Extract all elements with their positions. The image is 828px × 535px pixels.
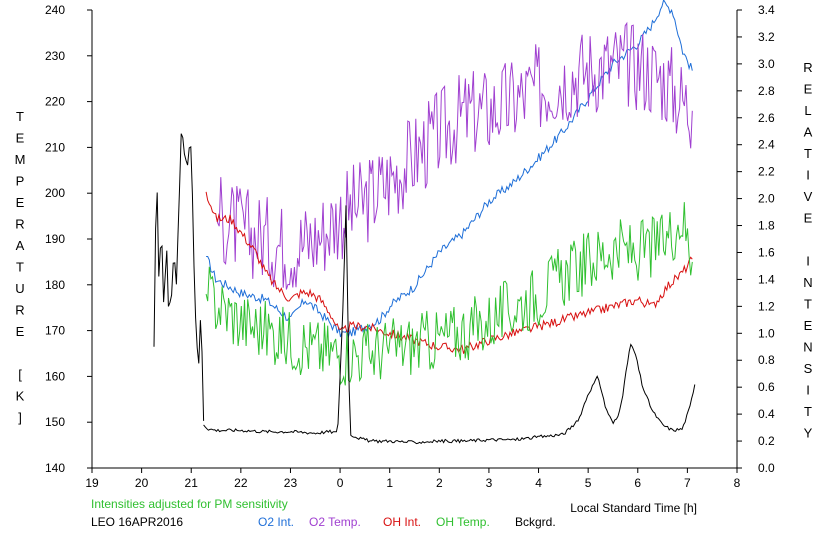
axis-label-letter: ] xyxy=(18,410,22,425)
x-tick-label: 1 xyxy=(386,476,393,490)
axis-label-letter: E xyxy=(804,211,813,226)
legend-o2-int: O2 Int. xyxy=(258,515,294,529)
axis-label-letter: T xyxy=(804,404,812,419)
right-tick-label: 2.0 xyxy=(758,192,775,206)
x-axis-ticks: 19 20 21 22 23 0 1 2 3 4 5 6 7 8 xyxy=(85,468,741,490)
series-o2-int xyxy=(206,0,693,339)
left-tick-label: 200 xyxy=(45,186,65,200)
x-tick-label: 4 xyxy=(535,476,542,490)
right-tick-label: 2.2 xyxy=(758,165,775,179)
axis-label-letter: Y xyxy=(804,426,813,441)
right-tick-label: 1.4 xyxy=(758,272,775,286)
legend-bckgrd: Bckgrd. xyxy=(515,515,556,529)
x-tick-label: 7 xyxy=(684,476,691,490)
axis-label-letter: S xyxy=(804,361,813,376)
x-tick-label: 20 xyxy=(135,476,149,490)
x-tick-label: 22 xyxy=(234,476,248,490)
axis-label-letter: R xyxy=(803,60,812,75)
left-tick-label: 220 xyxy=(45,95,65,109)
x-tick-label: 19 xyxy=(85,476,99,490)
series-bckgrd xyxy=(203,205,696,445)
series-oh-temp xyxy=(205,202,693,386)
right-tick-label: 0.8 xyxy=(758,353,775,367)
station-date-label: LEO 16APR2016 xyxy=(91,515,183,529)
left-tick-label: 190 xyxy=(45,232,65,246)
left-tick-label: 170 xyxy=(45,324,65,338)
right-tick-label: 0.2 xyxy=(758,434,775,448)
x-tick-label: 0 xyxy=(337,476,344,490)
left-axis-ticks: 140 150 160 170 180 190 200 210 220 230 240 xyxy=(45,3,92,475)
axis-label-letter: E xyxy=(16,131,25,146)
pm-sensitivity-note: Intensities adjusted for PM sensitivity xyxy=(91,497,288,511)
left-tick-label: 240 xyxy=(45,3,65,17)
x-axis-label: Local Standard Time [h] xyxy=(570,501,697,515)
right-tick-label: 1.8 xyxy=(758,219,775,233)
axis-label-letter: A xyxy=(16,238,25,253)
right-tick-label: 0.6 xyxy=(758,380,775,394)
axis-label-letter: N xyxy=(803,340,812,355)
right-tick-label: 0.4 xyxy=(758,407,775,421)
left-tick-label: 180 xyxy=(45,278,65,292)
right-tick-label: 3.4 xyxy=(758,3,775,17)
right-tick-label: 1.2 xyxy=(758,299,775,313)
axis-label-letter: M xyxy=(15,152,26,167)
x-tick-label: 2 xyxy=(436,476,443,490)
axis-label-letter: U xyxy=(15,281,24,296)
right-tick-label: 3.2 xyxy=(758,30,775,44)
axis-label-letter: R xyxy=(15,303,24,318)
axis-label-letter: I xyxy=(806,168,810,183)
right-tick-label: 1.0 xyxy=(758,326,775,340)
axis-label-letter: L xyxy=(804,103,811,118)
axis-label-letter: A xyxy=(804,125,813,140)
axis-label-letter: V xyxy=(804,189,813,204)
axis-label-letter: R xyxy=(15,217,24,232)
x-tick-label: 3 xyxy=(486,476,493,490)
left-tick-label: 230 xyxy=(45,49,65,63)
right-tick-label: 2.4 xyxy=(758,138,775,152)
left-tick-label: 160 xyxy=(45,369,65,383)
right-tick-label: 2.8 xyxy=(758,84,775,98)
axis-label-letter: N xyxy=(803,275,812,290)
axis-label-letter: P xyxy=(16,174,25,189)
axis-label-letter: E xyxy=(16,324,25,339)
axis-label-letter: T xyxy=(16,109,24,124)
x-tick-label: 21 xyxy=(185,476,199,490)
left-tick-label: 210 xyxy=(45,140,65,154)
axis-label-letter: [ xyxy=(18,367,22,382)
axis-label-letter: K xyxy=(16,389,25,404)
right-tick-label: 2.6 xyxy=(758,111,775,125)
series-layer xyxy=(153,0,696,445)
series-oh-int xyxy=(205,191,693,354)
legend-oh-temp: OH Temp. xyxy=(436,515,490,529)
series-o2-temp xyxy=(215,21,693,290)
axis-label-letter: E xyxy=(16,195,25,210)
x-tick-label: 5 xyxy=(585,476,592,490)
right-axis-ticks: 0.0 0.2 0.4 0.6 0.8 1.0 1.2 1.4 1.6 1.8 2.0 2.2 2.4 2… xyxy=(737,3,775,475)
right-tick-label: 1.6 xyxy=(758,245,775,259)
axis-label-letter: I xyxy=(806,254,810,269)
legend-o2-temp: O2 Temp. xyxy=(309,515,361,529)
axis-label-letter: E xyxy=(804,82,813,97)
axis-label-letter: T xyxy=(804,146,812,161)
series-bckgrd-early xyxy=(153,133,205,421)
x-tick-label: 8 xyxy=(734,476,741,490)
axis-label-letter: E xyxy=(804,318,813,333)
right-tick-label: 0.0 xyxy=(758,461,775,475)
x-tick-label: 23 xyxy=(284,476,298,490)
legend-oh-int: OH Int. xyxy=(383,515,421,529)
axis-label-letter: T xyxy=(16,260,24,275)
x-tick-label: 6 xyxy=(634,476,641,490)
axis-label-letter: I xyxy=(806,383,810,398)
right-tick-label: 3.0 xyxy=(758,57,775,71)
left-tick-label: 140 xyxy=(45,461,65,475)
axis-label-letter: T xyxy=(804,297,812,312)
left-tick-label: 150 xyxy=(45,415,65,429)
